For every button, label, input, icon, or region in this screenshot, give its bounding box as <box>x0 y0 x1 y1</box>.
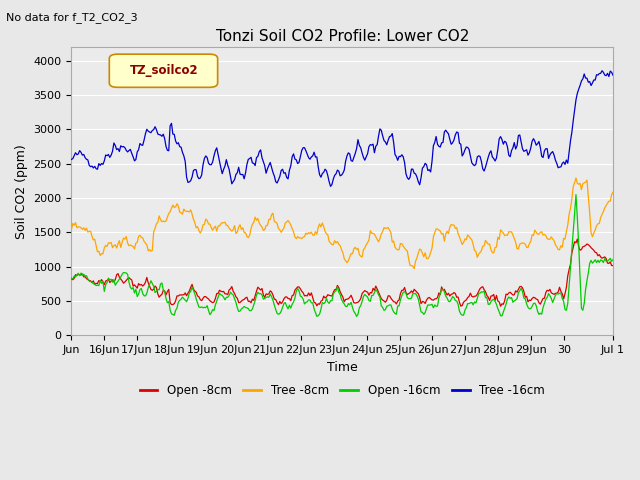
X-axis label: Time: Time <box>327 360 358 373</box>
FancyBboxPatch shape <box>109 54 218 87</box>
Title: Tonzi Soil CO2 Profile: Lower CO2: Tonzi Soil CO2 Profile: Lower CO2 <box>216 29 469 44</box>
Text: TZ_soilco2: TZ_soilco2 <box>131 64 199 77</box>
Text: No data for f_T2_CO2_3: No data for f_T2_CO2_3 <box>6 12 138 23</box>
Legend: Open -8cm, Tree -8cm, Open -16cm, Tree -16cm: Open -8cm, Tree -8cm, Open -16cm, Tree -… <box>135 379 550 401</box>
Y-axis label: Soil CO2 (ppm): Soil CO2 (ppm) <box>15 144 28 239</box>
